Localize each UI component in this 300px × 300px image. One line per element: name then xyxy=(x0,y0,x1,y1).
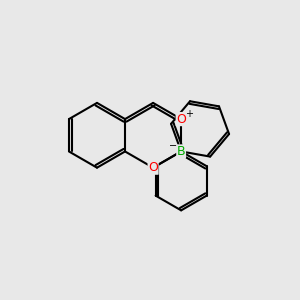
Text: O: O xyxy=(176,112,186,126)
Text: −: − xyxy=(169,141,177,151)
Text: +: + xyxy=(185,109,194,119)
Text: B: B xyxy=(177,145,185,158)
Text: O: O xyxy=(148,161,158,174)
